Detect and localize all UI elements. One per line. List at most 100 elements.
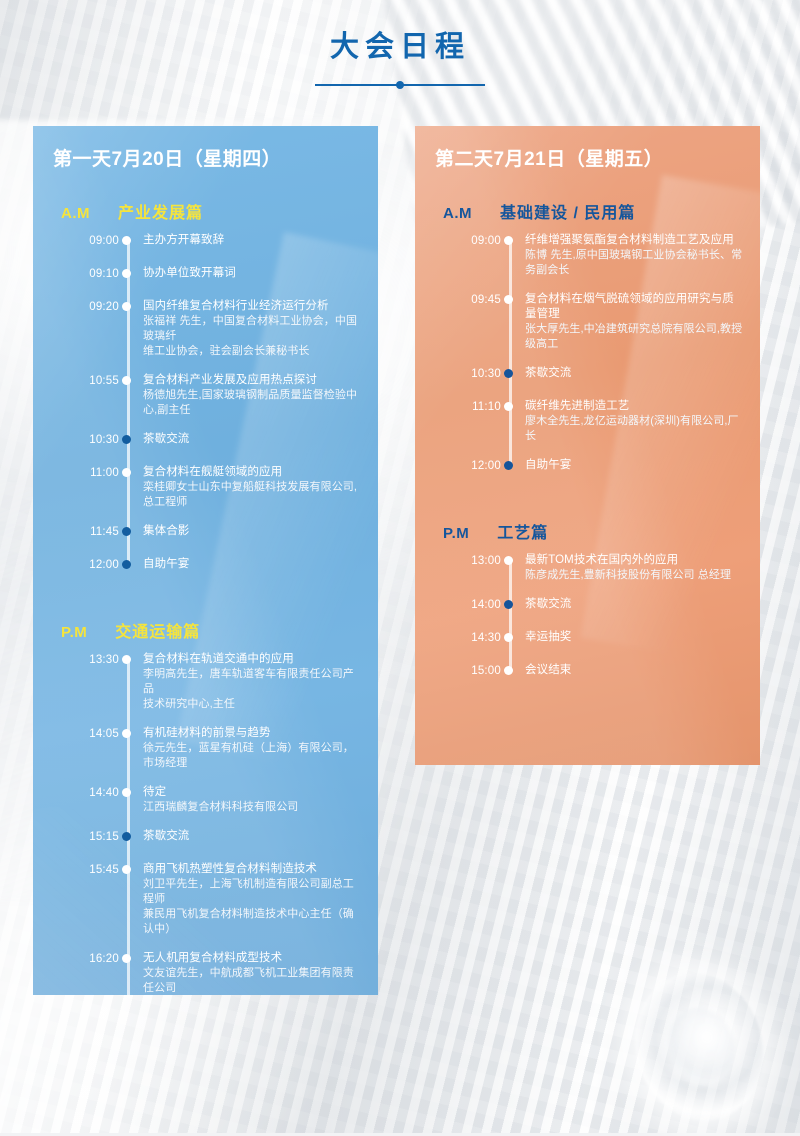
section-period-label: P.M	[61, 623, 88, 641]
schedule-item: 11:10 碳纤维先进制造工艺 廖木全先生,龙亿运动器材(深圳)有限公司,厂长	[435, 399, 744, 444]
schedule-item-speaker-line: 技术研究中心,主任	[143, 697, 235, 710]
timeline-dot-accent-icon	[504, 599, 513, 609]
schedule-item: 14:05 有机硅材料的前景与趋势 徐元先生，蓝星有机硅（上海）有限公司，市场经理	[53, 726, 362, 771]
schedule-item-title: 复合材料产业发展及应用热点探讨	[143, 373, 317, 386]
timeline-dot-icon	[504, 665, 513, 675]
section-name-label: 产业发展篇	[118, 204, 204, 222]
timeline-pm: 13:00 最新TOM技术在国内外的应用 陈彦成先生,豊新科技股份有限公司 总经理 1…	[435, 553, 744, 679]
schedule-item-time: 14:40	[89, 786, 119, 799]
schedule-item-title: 主办方开幕致辞	[143, 233, 225, 246]
schedule-item-body: 国内纤维复合材料行业经济运行分析张福祥 先生，中国复合材料工业协会，中国玻璃纤维…	[141, 299, 362, 359]
day-panel-inner: 第一天7月20日（星期四） A.M 产业发展篇 09:00 主办方开幕致辞 09:10 协办…	[33, 126, 378, 995]
schedule-item-speaker-line: 廖木全先生,龙亿运动器材(深圳)有限公司,厂长	[525, 414, 739, 442]
schedule-item-title: 会议结束	[525, 663, 572, 676]
schedule-item-body: 最新TOM技术在国内外的应用 陈彦成先生,豊新科技股份有限公司 总经理	[523, 553, 744, 583]
timeline-dot-icon	[122, 953, 131, 963]
title-divider	[315, 78, 485, 92]
section-header-am: A.M 产业发展篇	[61, 199, 362, 223]
schedule-item-body: 协办单位致开幕词	[141, 266, 362, 281]
section-header-pm: P.M 交通运输篇	[61, 618, 362, 642]
schedule-item-time: 10:55	[89, 374, 119, 387]
schedule-item-time: 11:00	[90, 466, 119, 479]
section-period-label: P.M	[443, 524, 470, 542]
day-title: 第一天7月20日（星期四）	[53, 149, 282, 170]
schedule-item-body: 茶歇交流	[141, 829, 362, 844]
timeline-rail	[509, 561, 512, 669]
timeline-dot-icon	[122, 467, 131, 477]
schedule-item-time: 14:30	[471, 631, 501, 644]
schedule-item-body: 自助午宴	[141, 557, 362, 572]
schedule-item: 10:55 复合材料产业发展及应用热点探讨杨德旭先生,国家玻璃钢制品质量监督检验中…	[53, 373, 362, 418]
timeline-am: 09:00 主办方开幕致辞 09:10 协办单位致开幕词 09:20 国内纤维复合材料行业…	[53, 233, 362, 573]
timeline-dot-icon	[504, 632, 513, 642]
section-header-am: A.M 基础建设 / 民用篇	[443, 199, 744, 223]
schedule-item-time: 10:30	[471, 367, 501, 380]
schedule-item-time: 09:45	[471, 293, 501, 306]
day-panel-1: 第一天7月20日（星期四） A.M 产业发展篇 09:00 主办方开幕致辞 09:10 协办…	[33, 126, 378, 995]
schedule-item-speaker-line: 江西瑞麟复合材料科技有限公司	[143, 800, 299, 813]
schedule-item-time: 15:00	[471, 664, 501, 677]
schedule-item-speaker-line: 徐元先生，蓝星有机硅（上海）有限公司，市场经理	[143, 741, 354, 769]
schedule-item-body: 茶歇交流	[141, 432, 362, 447]
schedule-item: 12:00 自助午宴	[435, 458, 744, 474]
schedule-item-title: 茶歇交流	[143, 432, 190, 445]
schedule-item: 15:45 商用飞机热塑性复合材料制造技术 刘卫平先生，上海飞机制造有限公司副总工程…	[53, 862, 362, 937]
schedule-item: 11:00 复合材料在舰艇领域的应用 栾桂卿女士山东中复船艇科技发展有限公司,总工程…	[53, 465, 362, 510]
schedule-item-time: 09:20	[89, 300, 119, 313]
schedule-item-speaker-line: 张大厚先生,中冶建筑研究总院有限公司,教授级高工	[525, 322, 743, 350]
timeline-dot-icon	[122, 268, 131, 278]
schedule-item-title: 国内纤维复合材料行业经济运行分析	[143, 299, 329, 312]
timeline-rail	[509, 241, 512, 464]
schedule-item-speaker-line: 杨德旭先生,国家玻璃钢制品质量监督检验中心,副主任	[143, 388, 358, 416]
timeline-dot-icon	[122, 375, 131, 385]
timeline-dot-icon	[122, 787, 131, 797]
timeline-dot-accent-icon	[504, 368, 513, 378]
schedule-item: 09:45 复合材料在烟气脱硫领域的应用研究与质量管理 张大厚先生,中冶建筑研究总院…	[435, 292, 744, 352]
schedule-item-title: 复合材料在烟气脱硫领域的应用研究与质量管理	[525, 292, 734, 320]
schedule-item-body: 主办方开幕致辞	[141, 233, 362, 248]
schedule-item-time: 10:30	[89, 433, 119, 446]
timeline-dot-accent-icon	[122, 434, 131, 444]
timeline-am: 09:00 纤维增强聚氨酯复合材料制造工艺及应用 陈博 先生,原中国玻璃钢工业协会秘…	[435, 233, 744, 474]
timeline-dot-accent-icon	[122, 526, 131, 536]
schedule-item-time: 09:00	[89, 234, 119, 247]
schedule-item-time: 15:15	[89, 830, 119, 843]
section-spacer	[53, 590, 362, 618]
timeline-dot-icon	[122, 654, 131, 664]
schedule-item-body: 幸运抽奖	[523, 630, 744, 645]
schedule-item-speaker-line: 张福祥 先生，中国复合材料工业协会，中国玻璃纤	[143, 314, 358, 342]
schedule-item: 15:15 茶歇交流	[53, 829, 362, 845]
schedule-item-title: 待定	[143, 785, 167, 798]
schedule-item-time: 12:00	[471, 459, 501, 472]
schedule-item: 14:30 幸运抽奖	[435, 630, 744, 646]
schedule-item-speaker-line: 文友谊先生，中航成都飞机工业集团有限责任公司	[143, 966, 354, 994]
schedule-item-body: 复合材料产业发展及应用热点探讨杨德旭先生,国家玻璃钢制品质量监督检验中心,副主任	[141, 373, 362, 418]
schedule-item: 14:00 茶歇交流	[435, 597, 744, 613]
timeline-dot-icon	[504, 235, 513, 245]
timeline-dot-icon	[504, 401, 513, 411]
schedule-item-speaker-line: 栾桂卿女士山东中复船艇科技发展有限公司,总工程师	[143, 480, 358, 508]
schedule-item: 13:00 最新TOM技术在国内外的应用 陈彦成先生,豊新科技股份有限公司 总经理	[435, 553, 744, 583]
schedule-item-speaker-line: 李明高先生，唐车轨道客车有限责任公司产品	[143, 667, 354, 695]
schedule-item: 16:20 无人机用复合材料成型技术文友谊先生，中航成都飞机工业集团有限责任公司首…	[53, 951, 362, 995]
timeline-dot-icon	[504, 294, 513, 304]
schedule-item-speaker-line: 维工业协会，驻会副会长兼秘书长	[143, 344, 310, 357]
schedule-item: 14:40 待定江西瑞麟复合材料科技有限公司	[53, 785, 362, 815]
timeline-dot-accent-icon	[122, 559, 131, 569]
schedule-item-time: 09:00	[471, 234, 501, 247]
schedule-item-speaker-line: 陈博 先生,原中国玻璃钢工业协会秘书长、常务副会长	[525, 248, 743, 276]
schedule-item-title: 自助午宴	[143, 557, 190, 570]
section-period-label: A.M	[443, 204, 472, 222]
schedule-item-speaker-line: 陈彦成先生,豊新科技股份有限公司 总经理	[525, 568, 732, 581]
timeline-dot-icon	[122, 864, 131, 874]
schedule-item-body: 碳纤维先进制造工艺 廖木全先生,龙亿运动器材(深圳)有限公司,厂长	[523, 399, 744, 444]
schedule-item-time: 12:00	[89, 558, 119, 571]
schedule-item-title: 自助午宴	[525, 458, 572, 471]
schedule-item-time: 16:20	[89, 952, 119, 965]
schedule-item-body: 茶歇交流	[523, 366, 744, 381]
schedule-item-body: 待定江西瑞麟复合材料科技有限公司	[141, 785, 362, 815]
section-name-label: 交通运输篇	[115, 623, 201, 641]
